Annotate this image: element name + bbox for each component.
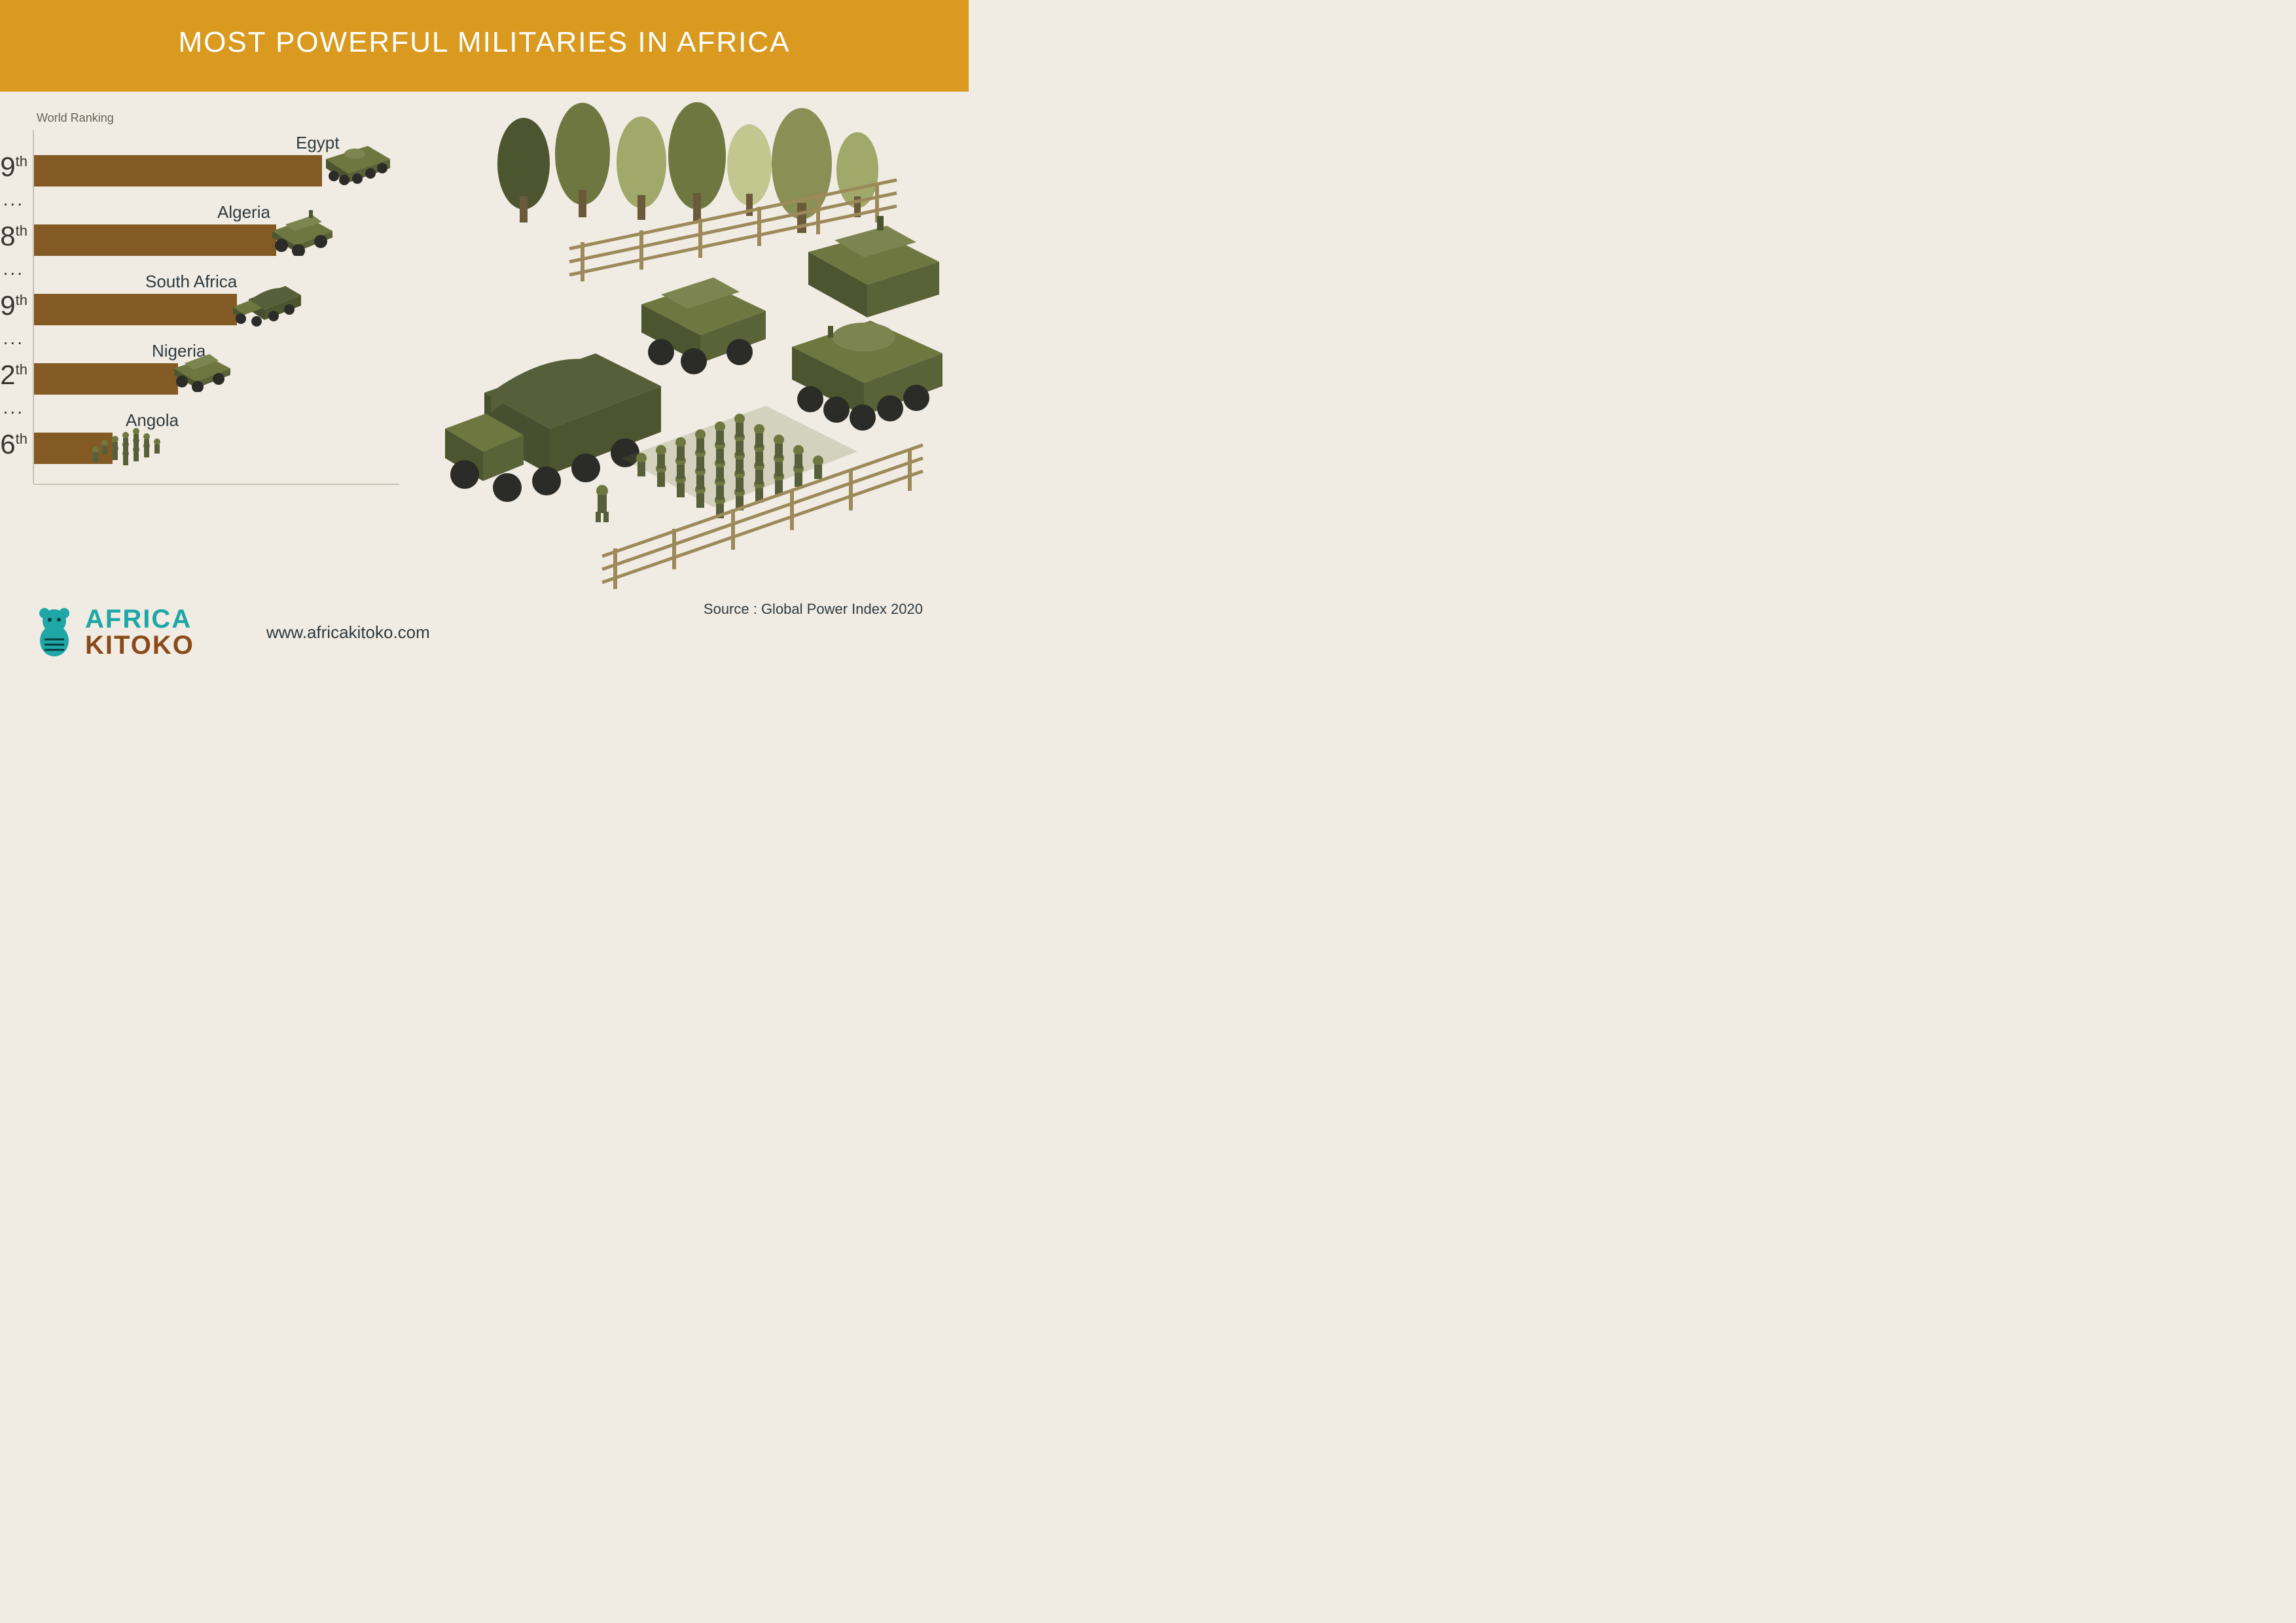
ranking-chart: World Ranking 9th ... Egypt 28th ... Alg… [33,111,399,484]
source-text: Source : Global Power Index 2020 [704,601,923,618]
chart-row: 9th ... Egypt [34,137,399,206]
chart-body: 9th ... Egypt 28th ... Algeria 29th ... … [33,130,399,484]
rank-label: 29th [0,290,27,321]
chart-row: 56th Angola [34,414,399,484]
tiger-logo-icon [33,607,76,658]
header-band: MOST POWERFUL MILITARIES IN AFRICA [0,0,969,92]
axis-label: World Ranking [37,111,399,125]
brand-africa-text: AFRICA [85,606,194,632]
brand-kitoko-text: KITOKO [85,632,194,658]
jeep-icon [270,209,335,259]
rank-bar [34,224,276,256]
country-label: Algeria [217,202,270,223]
rank-bar [34,294,237,325]
brand-url: www.africakitoko.com [266,622,430,643]
rank-bar [34,155,322,187]
brand-logo: AFRICA KITOKO [33,606,194,658]
military-scene-illustration [439,85,949,596]
military-truck-icon [445,353,661,502]
armored-vehicle-icon [808,216,939,317]
military-jeep-icon [641,277,766,374]
rank-label: 28th [0,221,27,252]
jeep2-icon [171,348,233,395]
country-label: South Africa [145,272,237,292]
rank-label: 9th [0,151,27,183]
apc-icon [322,139,394,190]
rank-label: 56th [0,429,27,460]
rank-gap-ellipsis: ... [0,328,24,349]
rank-gap-ellipsis: ... [0,259,24,279]
content: World Ranking 9th ... Egypt 28th ... Alg… [0,92,969,678]
rank-label: 42th [0,359,27,391]
chart-row: 28th ... Algeria [34,206,399,276]
rank-bar [34,363,178,395]
rank-gap-ellipsis: ... [0,397,24,418]
chart-row: 29th ... South Africa [34,276,399,345]
troops-icon [92,417,170,469]
trees-icon [497,102,878,233]
footer: AFRICA KITOKO www.africakitoko.com [33,606,430,658]
rank-gap-ellipsis: ... [0,189,24,210]
page-title: MOST POWERFUL MILITARIES IN AFRICA [0,26,969,59]
truck-icon [230,278,302,331]
chart-row: 42th ... Nigeria [34,345,399,414]
tank-icon [792,321,942,431]
